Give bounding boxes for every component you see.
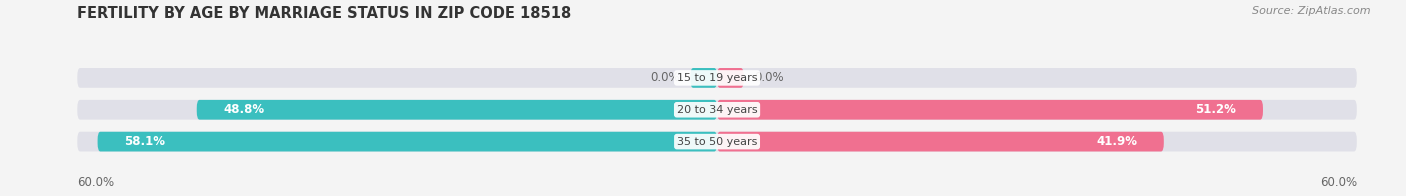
- FancyBboxPatch shape: [77, 132, 1357, 152]
- FancyBboxPatch shape: [77, 68, 1357, 88]
- Text: 51.2%: 51.2%: [1195, 103, 1236, 116]
- FancyBboxPatch shape: [717, 68, 744, 88]
- Text: Source: ZipAtlas.com: Source: ZipAtlas.com: [1253, 6, 1371, 16]
- FancyBboxPatch shape: [197, 100, 717, 120]
- FancyBboxPatch shape: [717, 132, 1164, 152]
- Text: 60.0%: 60.0%: [1320, 176, 1357, 189]
- Text: 15 to 19 years: 15 to 19 years: [676, 73, 758, 83]
- FancyBboxPatch shape: [717, 100, 1263, 120]
- FancyBboxPatch shape: [97, 132, 717, 152]
- Text: 60.0%: 60.0%: [77, 176, 114, 189]
- Text: 58.1%: 58.1%: [124, 135, 166, 148]
- Text: 35 to 50 years: 35 to 50 years: [676, 137, 758, 147]
- Text: 48.8%: 48.8%: [224, 103, 264, 116]
- Text: 41.9%: 41.9%: [1097, 135, 1137, 148]
- FancyBboxPatch shape: [690, 68, 717, 88]
- FancyBboxPatch shape: [77, 100, 1357, 120]
- Text: FERTILITY BY AGE BY MARRIAGE STATUS IN ZIP CODE 18518: FERTILITY BY AGE BY MARRIAGE STATUS IN Z…: [77, 6, 572, 21]
- Text: 0.0%: 0.0%: [650, 71, 679, 84]
- Text: 0.0%: 0.0%: [755, 71, 785, 84]
- Text: 20 to 34 years: 20 to 34 years: [676, 105, 758, 115]
